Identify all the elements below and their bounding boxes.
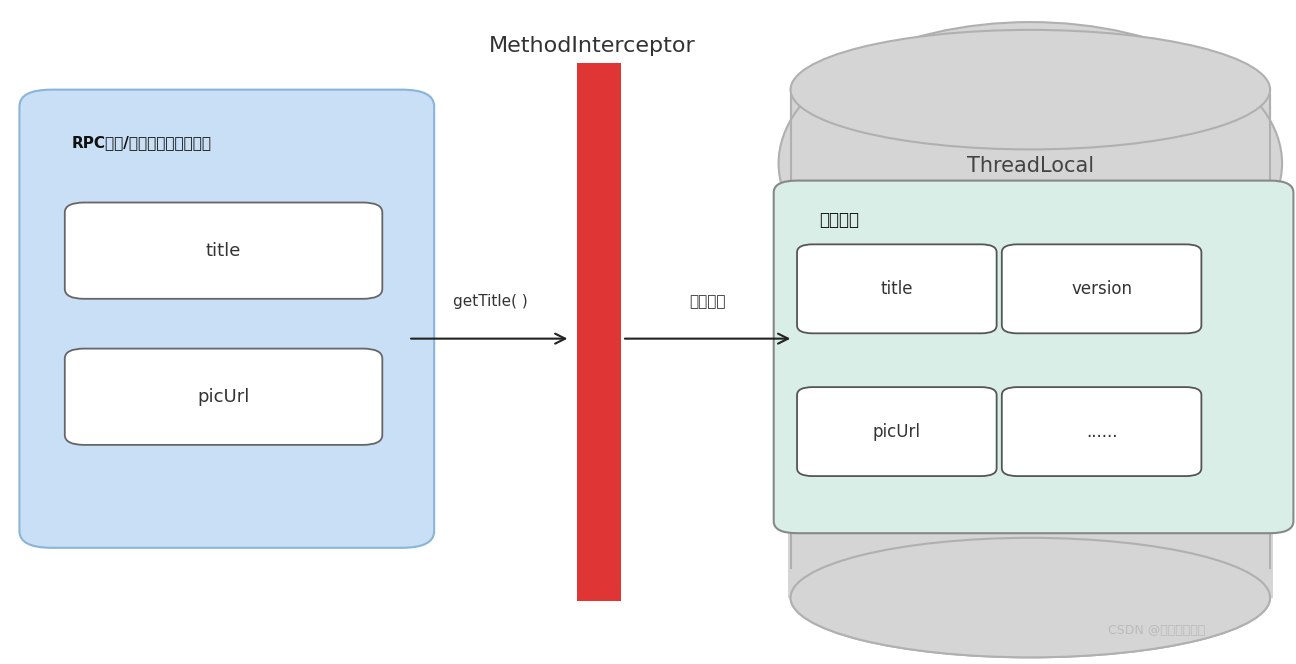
Text: RPC模块/组件请求的代理对象: RPC模块/组件请求的代理对象 [71,135,211,150]
Ellipse shape [791,538,1270,657]
Text: 查询方法: 查询方法 [689,293,726,309]
Text: title: title [880,280,914,298]
Bar [791,90,1270,598]
Text: CSDN @转转技术团队: CSDN @转转技术团队 [1108,624,1205,637]
Bar [788,318,1273,598]
Text: 原始对象: 原始对象 [819,211,859,230]
Text: getTitle( ): getTitle( ) [452,293,527,309]
Text: ......: ...... [1086,422,1117,441]
FancyBboxPatch shape [797,387,997,476]
Text: picUrl: picUrl [197,388,250,406]
FancyBboxPatch shape [19,90,434,548]
FancyBboxPatch shape [1002,387,1201,476]
Ellipse shape [791,538,1270,657]
FancyBboxPatch shape [1002,244,1201,333]
FancyBboxPatch shape [797,244,997,333]
FancyBboxPatch shape [65,349,382,445]
Text: ThreadLocal: ThreadLocal [967,156,1094,176]
FancyBboxPatch shape [65,203,382,299]
Bar [577,63,621,601]
Text: picUrl: picUrl [872,422,921,441]
Ellipse shape [779,22,1282,305]
Text: title: title [206,242,241,260]
FancyBboxPatch shape [774,181,1293,533]
Ellipse shape [791,30,1270,149]
Text: MethodInterceptor: MethodInterceptor [489,37,696,56]
Text: version: version [1070,280,1133,298]
